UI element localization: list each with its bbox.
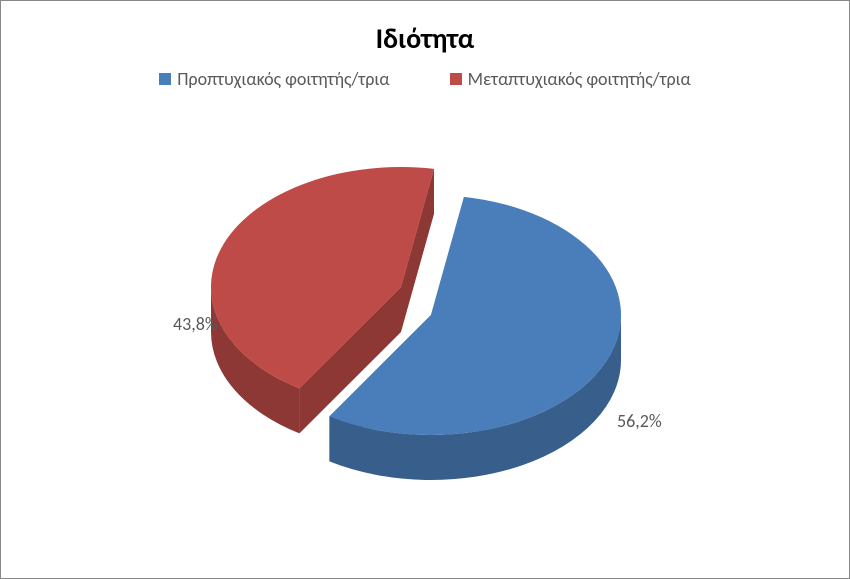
data-label-0: 56,2%: [617, 410, 662, 432]
legend-item-0: Προπτυχιακός φοιτητής/τρια: [159, 68, 389, 90]
plot-area: 56,2% 43,8%: [1, 100, 849, 578]
legend-item-1: Μεταπτυχιακός φοιτητής/τρια: [450, 68, 691, 90]
chart-title: Ιδιότητα: [376, 21, 475, 56]
legend-swatch-0: [159, 73, 171, 85]
legend-label-1: Μεταπτυχιακός φοιτητής/τρια: [468, 68, 691, 90]
legend-label-0: Προπτυχιακός φοιτητής/τρια: [177, 68, 389, 90]
legend-swatch-1: [450, 73, 462, 85]
data-label-1: 43,8%: [173, 313, 218, 335]
pie-chart-container: Ιδιότητα Προπτυχιακός φοιτητής/τρια Μετα…: [0, 0, 850, 579]
legend: Προπτυχιακός φοιτητής/τρια Μεταπτυχιακός…: [159, 68, 691, 90]
pie-svg: [1, 100, 850, 560]
